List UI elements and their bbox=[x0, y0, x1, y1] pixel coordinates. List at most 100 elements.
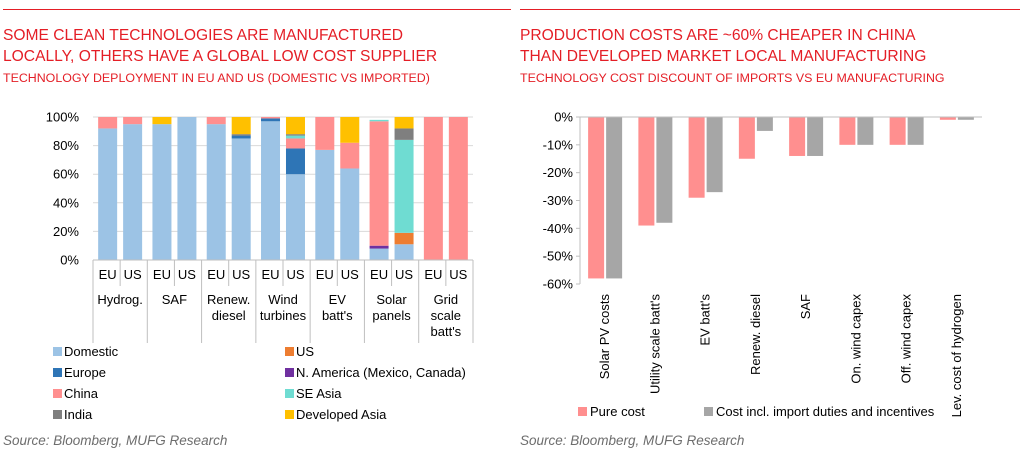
x-tick-label: EU bbox=[316, 267, 334, 282]
bar-segment-se-asia bbox=[369, 119, 389, 122]
x-tick-label: EU bbox=[99, 267, 117, 282]
bar-segment-india bbox=[394, 128, 414, 140]
bar-segment-se-asia bbox=[285, 135, 305, 139]
bar-segment-india bbox=[231, 134, 251, 136]
bar-segment-china bbox=[206, 117, 226, 125]
category-label: Solar PV costs bbox=[597, 294, 612, 380]
bar-segment-china bbox=[285, 138, 305, 149]
bar-cost-incl-import-duties-and-incentives bbox=[706, 117, 723, 193]
bar-segment-domestic bbox=[261, 121, 281, 260]
x-tick-label: US bbox=[449, 267, 467, 282]
right-chart-title: PRODUCTION COSTS ARE ~60% CHEAPER IN CHI… bbox=[520, 27, 927, 65]
bar-segment-domestic bbox=[152, 124, 172, 261]
bar-segment-domestic bbox=[315, 149, 335, 260]
bar-segment-india bbox=[285, 134, 305, 136]
group-label: Wind bbox=[268, 292, 298, 307]
legend-swatch-domestic bbox=[53, 347, 62, 356]
x-tick-label: EU bbox=[261, 267, 279, 282]
x-tick-label: US bbox=[395, 267, 413, 282]
y-tick-label: 0% bbox=[554, 110, 573, 125]
group-label: Solar bbox=[376, 292, 407, 307]
group-label: panels bbox=[372, 308, 411, 323]
bar-segment-domestic bbox=[206, 124, 226, 261]
y-tick-label: -40% bbox=[543, 221, 574, 236]
legend-swatch-pure-cost bbox=[578, 407, 587, 416]
bar-segment-europe bbox=[231, 135, 251, 139]
x-tick-label: EU bbox=[207, 267, 225, 282]
bar-segment-developed-asia bbox=[231, 117, 251, 135]
category-label: Lev. cost of hydrogen bbox=[949, 294, 964, 417]
bar-segment-domestic bbox=[369, 248, 389, 260]
bar-segment-domestic bbox=[177, 117, 197, 260]
group-label: EV bbox=[329, 292, 347, 307]
legend-swatch-europe bbox=[53, 368, 62, 377]
y-tick-label: -10% bbox=[543, 137, 574, 152]
group-label: batt's bbox=[431, 324, 462, 339]
bar-pure-cost bbox=[789, 117, 806, 156]
bar-cost-incl-import-duties-and-incentives bbox=[756, 117, 773, 131]
legend-swatch-china bbox=[53, 389, 62, 398]
left-source-note: Source: Bloomberg, MUFG Research bbox=[3, 433, 228, 448]
bar-segment-developed-asia bbox=[340, 117, 360, 143]
bar-segment-china bbox=[423, 117, 443, 260]
bar-pure-cost bbox=[688, 117, 705, 198]
bar-pure-cost bbox=[889, 117, 906, 145]
group-label: diesel bbox=[212, 308, 246, 323]
bar-cost-incl-import-duties-and-incentives bbox=[907, 117, 924, 145]
right-panel: PRODUCTION COSTS ARE ~60% CHEAPER IN CHI… bbox=[517, 0, 1022, 463]
legend-swatch-india bbox=[53, 410, 62, 419]
x-tick-label: EU bbox=[424, 267, 442, 282]
x-tick-label: US bbox=[286, 267, 304, 282]
y-tick-label: 60% bbox=[53, 167, 79, 182]
legend-label-developed-asia: Developed Asia bbox=[296, 407, 387, 422]
y-tick-label: -30% bbox=[543, 193, 574, 208]
left-stacked-bar-chart: 0% 20% 40% 60% 80% 100% EU US Hydrog. EU US SAF EU US… bbox=[46, 110, 474, 422]
legend-swatch-us bbox=[285, 347, 294, 356]
bar-segment-developed-asia bbox=[152, 117, 172, 125]
bar-segment-domestic bbox=[285, 174, 305, 260]
bar-segment-china bbox=[123, 117, 143, 125]
y-tick-label: 20% bbox=[53, 224, 79, 239]
bar-segment-europe bbox=[261, 118, 281, 122]
bar-segment-developed-asia bbox=[394, 117, 414, 129]
left-panel: SOME CLEAN TECHNOLOGIES ARE MANUFACTURED… bbox=[3, 9, 511, 448]
x-tick-label: US bbox=[124, 267, 142, 282]
group-label: SAF bbox=[162, 292, 187, 307]
x-tick-label: EU bbox=[370, 267, 388, 282]
left-chart-subtitle: TECHNOLOGY DEPLOYMENT IN EU AND US (DOME… bbox=[3, 71, 430, 85]
group-label: turbines bbox=[260, 308, 307, 323]
bar-segment-domestic bbox=[123, 124, 143, 261]
right-top-rule bbox=[520, 9, 1020, 10]
right-source-note: Source: Bloomberg, MUFG Research bbox=[520, 433, 745, 448]
bar-pure-cost bbox=[839, 117, 856, 145]
bar-cost-incl-import-duties-and-incentives bbox=[807, 117, 824, 156]
legend-label-us: US bbox=[296, 344, 314, 359]
group-label: batt's bbox=[322, 308, 353, 323]
legend-label-india: India bbox=[64, 407, 93, 422]
bar-segment-china bbox=[98, 117, 118, 129]
legend-label-cost-incl-import-duties-and-incentives: Cost incl. import duties and incentives bbox=[716, 404, 935, 419]
group-label: Hydrog. bbox=[97, 292, 143, 307]
left-chart-title: SOME CLEAN TECHNOLOGIES ARE MANUFACTURED… bbox=[3, 27, 438, 65]
bar-pure-cost bbox=[738, 117, 755, 159]
category-label: On. wind capex bbox=[848, 294, 863, 384]
legend-label-pure-cost: Pure cost bbox=[590, 404, 645, 419]
bar-pure-cost bbox=[638, 117, 655, 226]
category-label: EV batt's bbox=[698, 294, 713, 346]
y-tick-label: 80% bbox=[53, 138, 79, 153]
left-top-rule bbox=[3, 9, 511, 10]
bar-segment-domestic bbox=[231, 138, 251, 260]
bar-segment-us bbox=[394, 232, 414, 245]
bar-segment-n-america-mexico-canada bbox=[369, 245, 389, 249]
bar-segment-europe bbox=[285, 148, 305, 175]
y-tick-label: 0% bbox=[60, 253, 79, 268]
legend-label-se-asia: SE Asia bbox=[296, 386, 342, 401]
group-label: Renew. bbox=[207, 292, 250, 307]
y-tick-label: -20% bbox=[543, 165, 574, 180]
bar-segment-domestic bbox=[98, 128, 118, 260]
bar-segment-domestic bbox=[394, 244, 414, 260]
legend-label-domestic: Domestic bbox=[64, 344, 119, 359]
group-label: scale bbox=[431, 308, 461, 323]
y-tick-label: 100% bbox=[46, 110, 80, 125]
bar-segment-domestic bbox=[340, 168, 360, 260]
